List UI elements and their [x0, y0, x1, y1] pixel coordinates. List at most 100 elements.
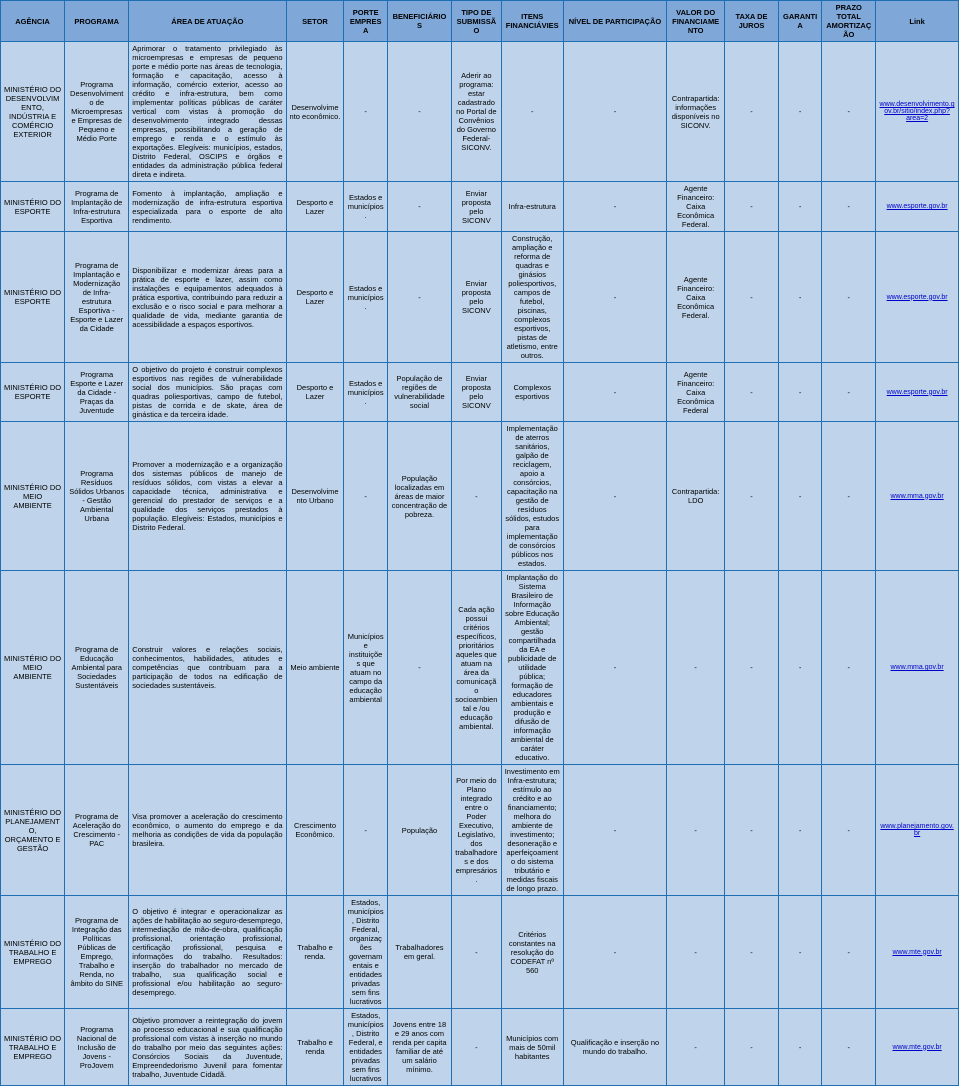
cell-programa: Programa de Educação Ambiental para Soci…: [65, 571, 129, 765]
cell-taxa: -: [725, 896, 779, 1009]
cell-tipo: Cada ação possui critérios específicos, …: [452, 571, 502, 765]
cell-tipo: Aderir ao programa: estar cadastrado no …: [452, 42, 502, 182]
cell-garantia: -: [778, 765, 821, 896]
cell-programa: Programa Resíduos Sólidos Urbanos - Gest…: [65, 422, 129, 571]
cell-valor: Contrapartida: LDO: [667, 422, 725, 571]
cell-taxa: -: [725, 232, 779, 363]
cell-agencia: MINISTÉRIO DO DESENVOLVIMENTO, INDÚSTRIA…: [1, 42, 65, 182]
cell-benef: Jovens entre 18 e 29 anos com renda per …: [387, 1009, 451, 1086]
cell-nivel: -: [563, 232, 666, 363]
cell-benef: -: [387, 232, 451, 363]
cell-area: Fomento à implantação, ampliação e moder…: [129, 182, 286, 232]
cell-nivel: -: [563, 896, 666, 1009]
cell-taxa: -: [725, 422, 779, 571]
cell-link[interactable]: www.mte.gov.br: [876, 896, 959, 1009]
cell-area: Objetivo promover a reintegração do jove…: [129, 1009, 286, 1086]
cell-link[interactable]: www.esporte.gov.br: [876, 182, 959, 232]
cell-programa: Programa de Implantação e Modernização d…: [65, 232, 129, 363]
cell-tipo: Enviar proposta pelo SICONV: [452, 363, 502, 422]
cell-agencia: MINISTÉRIO DO TRABALHO E EMPREGO: [1, 1009, 65, 1086]
table-body: MINISTÉRIO DO DESENVOLVIMENTO, INDÚSTRIA…: [1, 42, 959, 1086]
cell-nivel: -: [563, 422, 666, 571]
cell-programa: Programa de Implantação de Infra-estrutu…: [65, 182, 129, 232]
cell-tipo: -: [452, 1009, 502, 1086]
h-valor: VALOR DO FINANCIAMENTO: [667, 1, 725, 42]
h-link: Link: [876, 1, 959, 42]
cell-nivel: -: [563, 363, 666, 422]
cell-link[interactable]: www.planejamento.gov.br: [876, 765, 959, 896]
cell-porte: Estados, municípios, Distrito Federal, o…: [344, 896, 387, 1009]
table-row: MINISTÉRIO DO DESENVOLVIMENTO, INDÚSTRIA…: [1, 42, 959, 182]
cell-garantia: -: [778, 1009, 821, 1086]
cell-nivel: -: [563, 765, 666, 896]
header-row: AGÊNCIA PROGRAMA ÁREA DE ATUAÇÃO SETOR P…: [1, 1, 959, 42]
cell-taxa: -: [725, 1009, 779, 1086]
cell-programa: Programa Nacional de Inclusão de Jovens …: [65, 1009, 129, 1086]
cell-area: Visa promover a aceleração do cresciment…: [129, 765, 286, 896]
cell-link[interactable]: www.mma.gov.br: [876, 571, 959, 765]
cell-valor: -: [667, 1009, 725, 1086]
cell-area: Aprimorar o tratamento privilegiado às m…: [129, 42, 286, 182]
cell-prazo: -: [822, 42, 876, 182]
cell-prazo: -: [822, 571, 876, 765]
cell-itens: -: [501, 42, 563, 182]
cell-agencia: MINISTÉRIO DO ESPORTE: [1, 182, 65, 232]
cell-porte: Municípios e instituições que atuam no c…: [344, 571, 387, 765]
cell-valor: -: [667, 571, 725, 765]
cell-link[interactable]: www.mma.gov.br: [876, 422, 959, 571]
cell-taxa: -: [725, 42, 779, 182]
cell-area: Disponibilizar e modernizar áreas para a…: [129, 232, 286, 363]
cell-area: O objetivo é integrar e operacionalizar …: [129, 896, 286, 1009]
cell-porte: -: [344, 422, 387, 571]
cell-prazo: -: [822, 765, 876, 896]
cell-itens: Infra-estrutura: [501, 182, 563, 232]
cell-benef: População localizadas em áreas de maior …: [387, 422, 451, 571]
cell-nivel: Qualificação e inserção no mundo do trab…: [563, 1009, 666, 1086]
cell-prazo: -: [822, 182, 876, 232]
cell-garantia: -: [778, 42, 821, 182]
h-garantia: GARANTIA: [778, 1, 821, 42]
cell-itens: Implementação de aterros sanitários, gal…: [501, 422, 563, 571]
cell-programa: Programa de Aceleração do Crescimento - …: [65, 765, 129, 896]
h-programa: PROGRAMA: [65, 1, 129, 42]
cell-link[interactable]: www.esporte.gov.br: [876, 232, 959, 363]
cell-tipo: Enviar proposta pelo SICONV: [452, 182, 502, 232]
cell-nivel: -: [563, 42, 666, 182]
cell-itens: Municípios com mais de 50mil habitantes: [501, 1009, 563, 1086]
cell-porte: Estados e municípios.: [344, 182, 387, 232]
cell-setor: Desenvolvimento Urbano: [286, 422, 344, 571]
h-porte: PORTE EMPRESA: [344, 1, 387, 42]
table-row: MINISTÉRIO DO ESPORTEPrograma Esporte e …: [1, 363, 959, 422]
cell-tipo: -: [452, 896, 502, 1009]
cell-programa: Programa Esporte e Lazer da Cidade - Pra…: [65, 363, 129, 422]
cell-benef: Trabalhadores em geral.: [387, 896, 451, 1009]
table-row: MINISTÉRIO DO MEIO AMBIENTEPrograma Resí…: [1, 422, 959, 571]
cell-porte: -: [344, 42, 387, 182]
cell-prazo: -: [822, 1009, 876, 1086]
cell-tipo: -: [452, 422, 502, 571]
cell-link[interactable]: www.esporte.gov.br: [876, 363, 959, 422]
cell-prazo: -: [822, 232, 876, 363]
cell-agencia: MINISTÉRIO DO ESPORTE: [1, 363, 65, 422]
table-row: MINISTÉRIO DO PLANEJAMENTO, ORÇAMENTO E …: [1, 765, 959, 896]
funding-programs-table: AGÊNCIA PROGRAMA ÁREA DE ATUAÇÃO SETOR P…: [0, 0, 959, 1086]
cell-benef: -: [387, 182, 451, 232]
cell-valor: Agente Financeiro: Caixa Econômica Feder…: [667, 182, 725, 232]
cell-garantia: -: [778, 182, 821, 232]
cell-garantia: -: [778, 363, 821, 422]
cell-benef: -: [387, 571, 451, 765]
table-row: MINISTÉRIO DO MEIO AMBIENTEPrograma de E…: [1, 571, 959, 765]
cell-link[interactable]: www.desenvolvimento.gov.br/sitio/index.p…: [876, 42, 959, 182]
h-prazo: PRAZO TOTAL AMORTIZAÇÃO: [822, 1, 876, 42]
cell-porte: -: [344, 765, 387, 896]
cell-programa: Programa de Integração das Políticas Púb…: [65, 896, 129, 1009]
h-itens: ITENS FINANCIÁVIES: [501, 1, 563, 42]
cell-taxa: -: [725, 765, 779, 896]
cell-benef: População: [387, 765, 451, 896]
cell-porte: Estados, municípios, Distrito Federal, e…: [344, 1009, 387, 1086]
cell-porte: Estados e municípios.: [344, 232, 387, 363]
cell-garantia: -: [778, 571, 821, 765]
cell-itens: Investimento em Infra-estrutura; estímul…: [501, 765, 563, 896]
cell-link[interactable]: www.mte.gov.br: [876, 1009, 959, 1086]
cell-agencia: MINISTÉRIO DO MEIO AMBIENTE: [1, 571, 65, 765]
